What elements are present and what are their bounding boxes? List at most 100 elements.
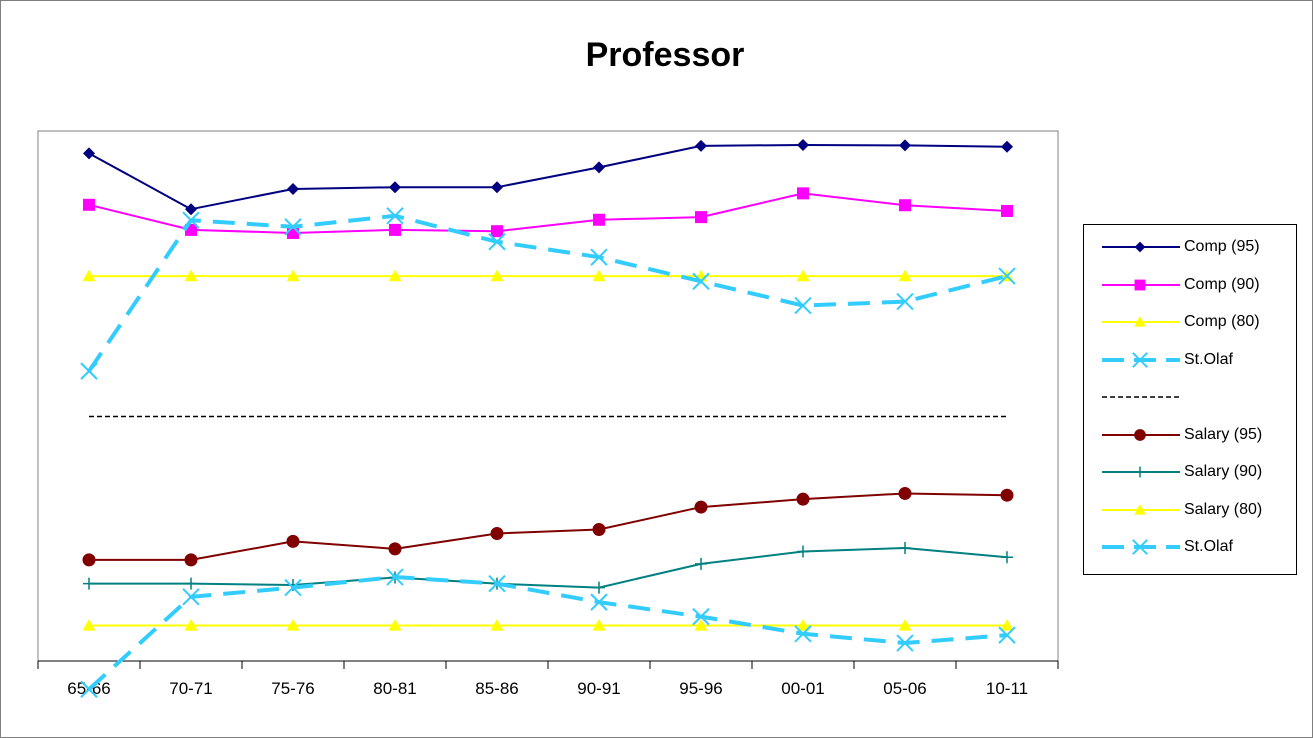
legend-label: Salary (90) (1184, 463, 1263, 480)
point-marker (184, 618, 198, 631)
legend-label: St.Olaf (1184, 350, 1233, 368)
point-marker (998, 626, 1016, 644)
point-marker (896, 634, 914, 652)
point-marker (797, 187, 809, 200)
series-line (87, 213, 1008, 373)
point-marker (593, 581, 605, 594)
point-marker (83, 198, 95, 211)
legend-item: Salary (90) (1084, 454, 1296, 491)
legend-label: Salary (80) (1184, 500, 1263, 518)
point-marker (998, 267, 1016, 285)
series-layer (80, 138, 1016, 698)
point-marker (386, 207, 404, 225)
legend-item: Comp (90) (1084, 267, 1296, 304)
point-marker (899, 199, 911, 212)
point-marker (284, 218, 302, 236)
legend-swatch (1102, 539, 1180, 555)
point-marker (388, 618, 402, 631)
legend-item: Salary (95) (1084, 417, 1296, 454)
point-marker (388, 269, 402, 282)
point-marker (82, 553, 96, 567)
legend-item: Salary (80) (1084, 492, 1296, 529)
point-marker (1134, 279, 1146, 290)
legend-label: Comp (80) (1184, 313, 1260, 330)
point-marker (490, 269, 504, 282)
point-marker (692, 272, 710, 291)
point-marker (593, 213, 605, 226)
point-marker (1134, 428, 1146, 441)
point-marker (490, 618, 504, 631)
x-tick-label: 10-11 (986, 679, 1028, 698)
point-marker (592, 618, 606, 631)
point-marker (1134, 316, 1146, 327)
x-tick-label: 05-06 (883, 679, 926, 698)
point-marker (1134, 241, 1146, 253)
point-marker (1134, 503, 1146, 515)
point-marker (898, 486, 912, 500)
legend-label: Salary (95) (1184, 425, 1263, 443)
series-line (87, 575, 1008, 691)
point-marker (490, 526, 504, 540)
point-marker (590, 248, 608, 266)
point-marker (388, 542, 402, 556)
point-marker (797, 545, 809, 558)
series-salary-95--5 (82, 486, 1014, 567)
series-st-olaf-8 (80, 568, 1016, 698)
legend-item: Comp (80) (1084, 304, 1296, 341)
point-marker (796, 618, 810, 631)
point-marker (694, 500, 708, 514)
point-marker (592, 269, 606, 282)
point-marker (1001, 140, 1013, 153)
point-marker (287, 182, 299, 195)
series-st-olaf-3 (80, 207, 1016, 380)
x-tick-label: 75-76 (271, 679, 314, 698)
point-marker (1001, 551, 1013, 564)
legend-swatch (1102, 316, 1180, 327)
point-marker (80, 680, 98, 698)
point-marker (1132, 539, 1148, 555)
legend: Comp (95) Comp (90) Comp (80) St.Olaf Salary… (1083, 224, 1297, 575)
legend-item: St.Olaf (1084, 342, 1296, 379)
legend-label: Comp (90) (1184, 275, 1260, 293)
legend-item: St.Olaf (1084, 529, 1296, 566)
point-marker (796, 492, 810, 506)
point-marker (1000, 618, 1014, 631)
point-marker (899, 139, 911, 152)
series-line (88, 143, 1008, 211)
point-marker (794, 296, 812, 315)
point-marker (488, 233, 506, 251)
series-line (89, 547, 1008, 589)
point-marker (80, 362, 98, 380)
series-line (88, 192, 1008, 234)
x-axis: 65-66 70-71 75-76 80-81 85-86 90-91 95-96 00-01… (37, 660, 1059, 698)
x-tick-label: 95-96 (679, 679, 722, 698)
point-marker (491, 181, 503, 194)
point-marker (389, 181, 401, 194)
x-tick-label: 00-01 (781, 679, 824, 698)
point-marker (593, 161, 605, 174)
point-marker (83, 577, 95, 590)
point-marker (898, 618, 912, 631)
point-marker (1132, 351, 1148, 368)
point-marker (695, 557, 707, 570)
series-salary-80--7 (82, 618, 1014, 631)
chart-title: Professor (585, 36, 745, 74)
x-tick-label: 85-86 (475, 679, 518, 698)
point-marker (185, 577, 197, 590)
point-marker (592, 523, 606, 537)
point-marker (82, 618, 96, 631)
legend-item: Comp (95) (1084, 229, 1296, 266)
point-marker (695, 139, 707, 152)
x-tick-label: 90-91 (577, 679, 620, 698)
point-marker (82, 269, 96, 282)
point-marker (389, 223, 401, 236)
point-marker (692, 607, 710, 626)
legend-item (1084, 379, 1296, 416)
point-marker (286, 534, 300, 548)
point-marker (284, 578, 302, 597)
legend-swatch (1102, 428, 1180, 441)
legend-swatch (1102, 503, 1180, 515)
plot-area (37, 130, 1059, 662)
series-line (89, 492, 1008, 561)
